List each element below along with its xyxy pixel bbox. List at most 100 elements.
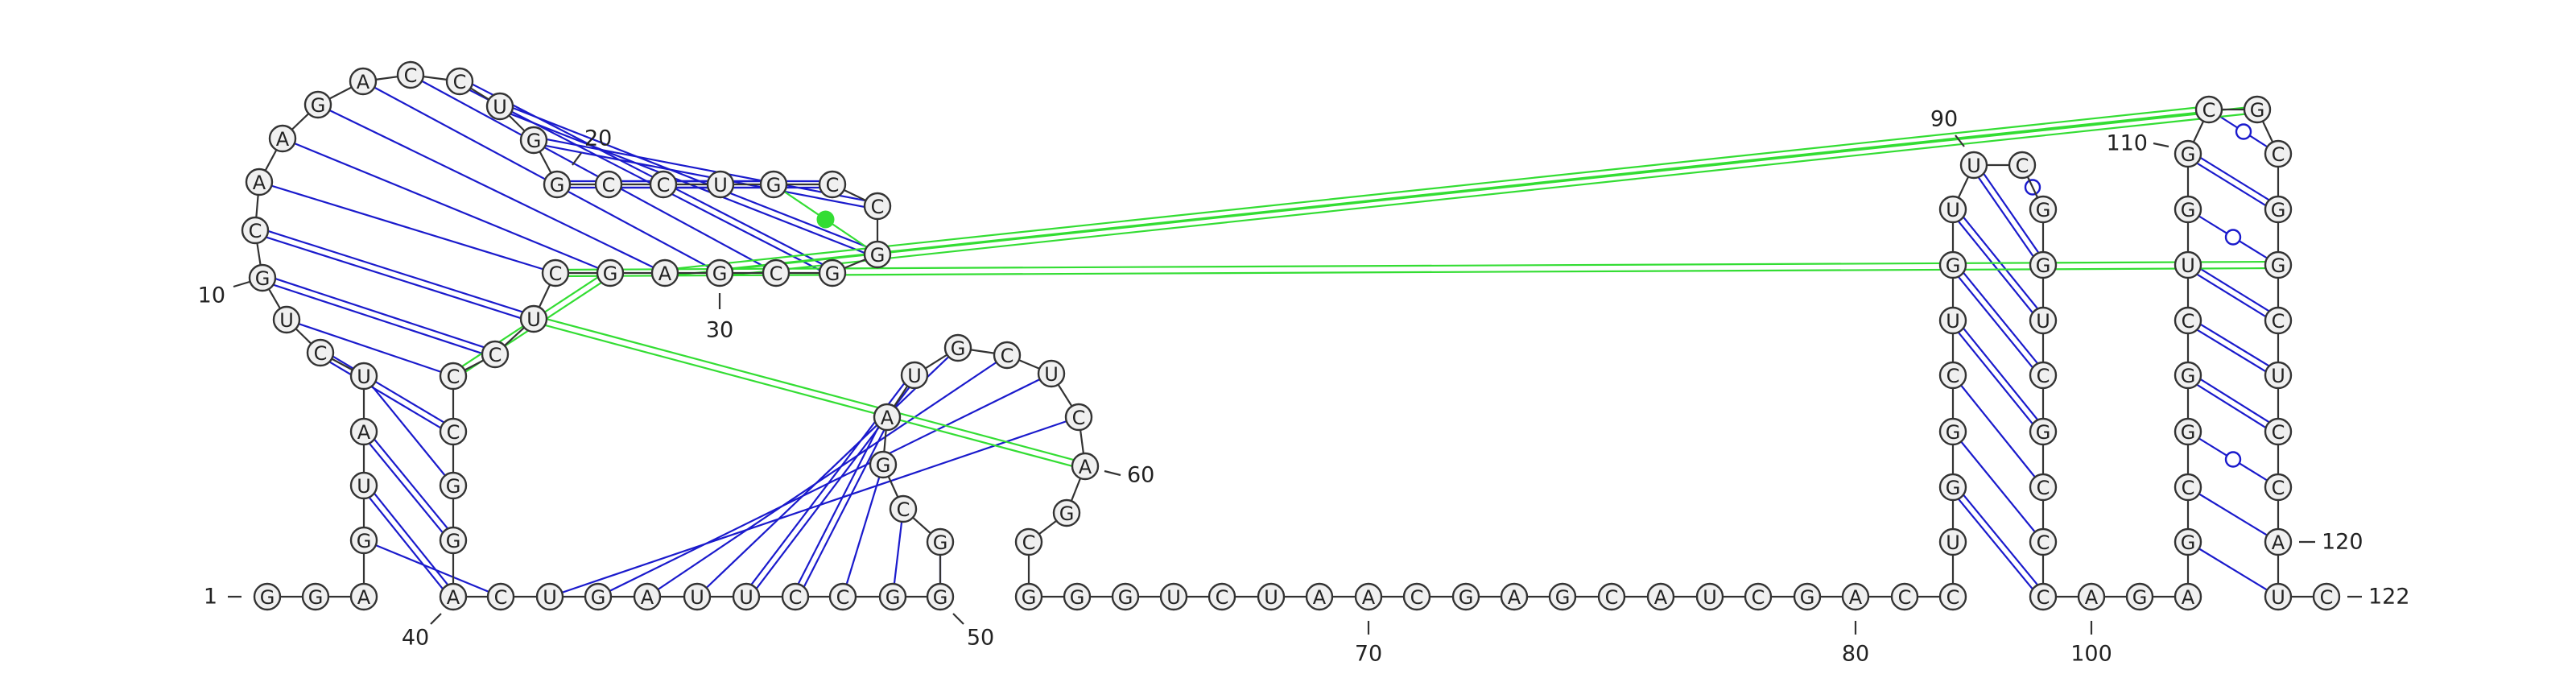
svg-text:U: U (713, 174, 728, 196)
nucleotide-54: A (873, 403, 902, 432)
svg-text:A: A (1079, 456, 1092, 478)
nucleotide-4: G (349, 526, 378, 555)
tertiary-pair-33-115 (555, 260, 2279, 278)
nucleotide-10: G (248, 263, 277, 292)
base-pair-42-59 (549, 416, 1080, 598)
svg-text:G: G (886, 586, 901, 609)
nucleotide-70: A (1354, 582, 1383, 611)
svg-text:G: G (933, 531, 948, 554)
nucleotide-104: C (2174, 473, 2202, 502)
nucleotide-26: C (863, 192, 892, 221)
nucleotide-78: C (1744, 582, 1773, 611)
nucleotide-86: C (1938, 361, 1967, 390)
nucleotide-65: G (1111, 582, 1140, 611)
nucleotide-72: G (1451, 582, 1480, 611)
svg-text:G: G (2271, 254, 2286, 277)
svg-text:C: C (789, 586, 803, 609)
base-pair-8-37 (318, 349, 456, 436)
svg-text:C: C (1410, 586, 1424, 609)
nucleotide-17: C (445, 67, 474, 96)
position-label-30: 30 (706, 293, 733, 343)
nucleotide-92: G (2029, 195, 2058, 224)
svg-text:G: G (2036, 254, 2051, 277)
svg-text:U: U (526, 308, 541, 331)
svg-text:U: U (1946, 310, 1960, 333)
svg-text:U: U (1044, 363, 1059, 386)
nucleotide-58: U (1037, 359, 1066, 388)
position-label-1: 1 (204, 585, 242, 610)
svg-text:C: C (871, 196, 885, 218)
svg-text:G: G (876, 454, 891, 477)
svg-text:A: A (1313, 586, 1327, 609)
nucleotide-62: C (1014, 527, 1043, 556)
nucleotide-55: U (900, 361, 929, 390)
svg-text:G: G (933, 586, 948, 609)
nucleotide-111: C (2194, 95, 2223, 124)
nucleotide-56: G (943, 333, 972, 362)
nucleotide-20: G (543, 170, 572, 199)
svg-text:G: G (766, 174, 782, 196)
nucleotide-16: C (396, 60, 425, 89)
svg-text:G: G (311, 94, 326, 117)
base-pair-103-121 (2187, 541, 2279, 598)
nucleotide-59: C (1064, 403, 1093, 432)
svg-text:G: G (446, 475, 461, 498)
nucleotide-43: G (584, 582, 613, 611)
base-pair-106-118 (2186, 371, 2281, 436)
svg-text:C: C (489, 344, 502, 366)
base-pair-43-58 (597, 373, 1052, 598)
svg-text:A: A (276, 128, 290, 151)
nucleotide-84: G (1938, 473, 1967, 502)
svg-text:U: U (357, 475, 371, 498)
svg-text:C: C (770, 263, 783, 285)
nucleotide-95: C (2029, 361, 2058, 390)
nucleotide-87: U (1938, 306, 1967, 335)
nucleotide-36: C (439, 362, 468, 391)
svg-text:A: A (658, 263, 672, 285)
nucleotide-117: U (2264, 361, 2293, 390)
position-label-100: 100 (2070, 621, 2112, 667)
svg-text:U: U (2036, 310, 2050, 333)
svg-text:G: G (2181, 531, 2196, 554)
nucleotide-44: A (633, 582, 662, 611)
nucleotide-14: G (303, 90, 332, 119)
svg-text:G: G (446, 530, 461, 552)
base-pair-layer (254, 74, 2281, 600)
position-label-20: 20 (572, 126, 612, 166)
svg-text:C: C (2182, 477, 2195, 499)
svg-text:G: G (951, 337, 966, 360)
svg-text:C: C (2037, 531, 2050, 554)
svg-text:G: G (1946, 254, 1961, 277)
nucleotide-94: U (2029, 306, 2058, 335)
base-pair-19-26 (533, 135, 878, 211)
svg-text:C: C (602, 174, 616, 196)
position-label-10: 10 (198, 280, 250, 308)
position-label-120: 120 (2299, 530, 2363, 555)
svg-text:A: A (1654, 586, 1668, 609)
nucleotide-69: A (1305, 582, 1334, 611)
nucleotide-79: G (1793, 582, 1822, 611)
tertiary-pair-27-24 (773, 184, 878, 255)
base-pair-9-36 (286, 318, 454, 378)
nucleotide-82: C (1938, 582, 1967, 611)
position-label-90: 90 (1930, 107, 1965, 147)
base-pair-87-96 (1950, 317, 2046, 435)
svg-text:C: C (1605, 586, 1619, 609)
svg-text:U: U (493, 96, 507, 118)
svg-text:40: 40 (402, 626, 429, 651)
nucleotide-61: G (1052, 498, 1081, 527)
nucleotide-108: U (2174, 250, 2202, 279)
svg-text:A: A (2272, 531, 2285, 554)
nucleotide-77: U (1695, 582, 1724, 611)
svg-text:30: 30 (706, 318, 733, 343)
nucleotide-31: A (650, 258, 679, 287)
svg-text:20: 20 (584, 126, 612, 151)
svg-text:C: C (1752, 586, 1765, 609)
nucleotide-27: G (863, 240, 892, 269)
nucleotide-118: C (2264, 417, 2293, 446)
nucleotide-2: G (301, 582, 330, 611)
svg-text:10: 10 (198, 283, 225, 308)
svg-text:A: A (641, 586, 654, 609)
